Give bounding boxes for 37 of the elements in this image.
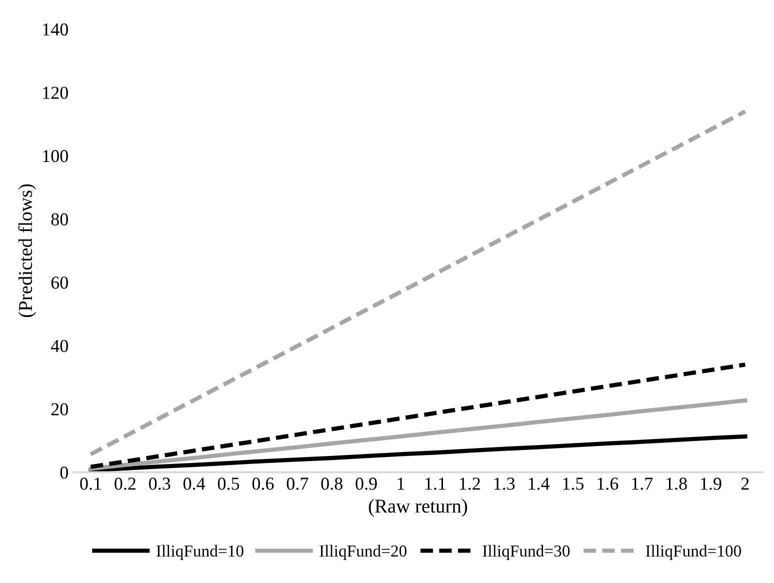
- y-tick-label: 100: [43, 150, 68, 162]
- x-tick-label: 0.2: [114, 478, 136, 490]
- legend-label: IlliqFund=30: [482, 544, 570, 560]
- x-tick-label: 0.5: [218, 478, 240, 490]
- y-tick-label: 0: [60, 466, 68, 479]
- x-tick-label: 1: [398, 478, 404, 490]
- x-tick-label: 1.3: [494, 478, 515, 490]
- x-tick-label: 1.1: [425, 478, 446, 490]
- y-axis-title: (Predicted flows): [18, 184, 36, 318]
- y-tick-label: 60: [51, 276, 68, 289]
- line-series: [88, 398, 748, 471]
- x-tick-label: 1.9: [701, 478, 722, 490]
- x-tick-label: 1.2: [460, 478, 480, 490]
- y-tick-label: 120: [43, 86, 68, 99]
- x-tick-label: 0.6: [252, 478, 274, 490]
- line-series: [88, 362, 748, 469]
- x-tick-label: 0.1: [80, 478, 101, 490]
- x-axis-title: (Raw return): [368, 499, 468, 517]
- legend-label: IlliqFund=10: [156, 544, 244, 560]
- x-tick-label: 0.7: [286, 478, 308, 490]
- x-tick-label: 0.3: [149, 478, 170, 490]
- x-tick-label: 1.4: [528, 478, 550, 490]
- y-tick-label: 140: [43, 23, 68, 36]
- y-tick-label: 80: [51, 213, 68, 226]
- x-tick-label: 1.7: [632, 478, 653, 490]
- y-tick-label: 20: [51, 403, 68, 416]
- line-series: [88, 109, 748, 456]
- x-tick-label: 0.8: [321, 478, 342, 490]
- x-tick-label: 2: [741, 478, 749, 490]
- legend-label: IlliqFund=20: [320, 544, 406, 560]
- x-tick-label: 1.5: [563, 478, 584, 490]
- legend-label: IlliqFund=100: [646, 544, 742, 560]
- y-tick-label: 40: [50, 340, 68, 352]
- x-tick-label: 0.9: [356, 478, 377, 490]
- x-tick-label: 0.4: [183, 478, 206, 490]
- x-tick-label: 1.6: [598, 478, 618, 490]
- x-tick-label: 1.8: [666, 478, 687, 490]
